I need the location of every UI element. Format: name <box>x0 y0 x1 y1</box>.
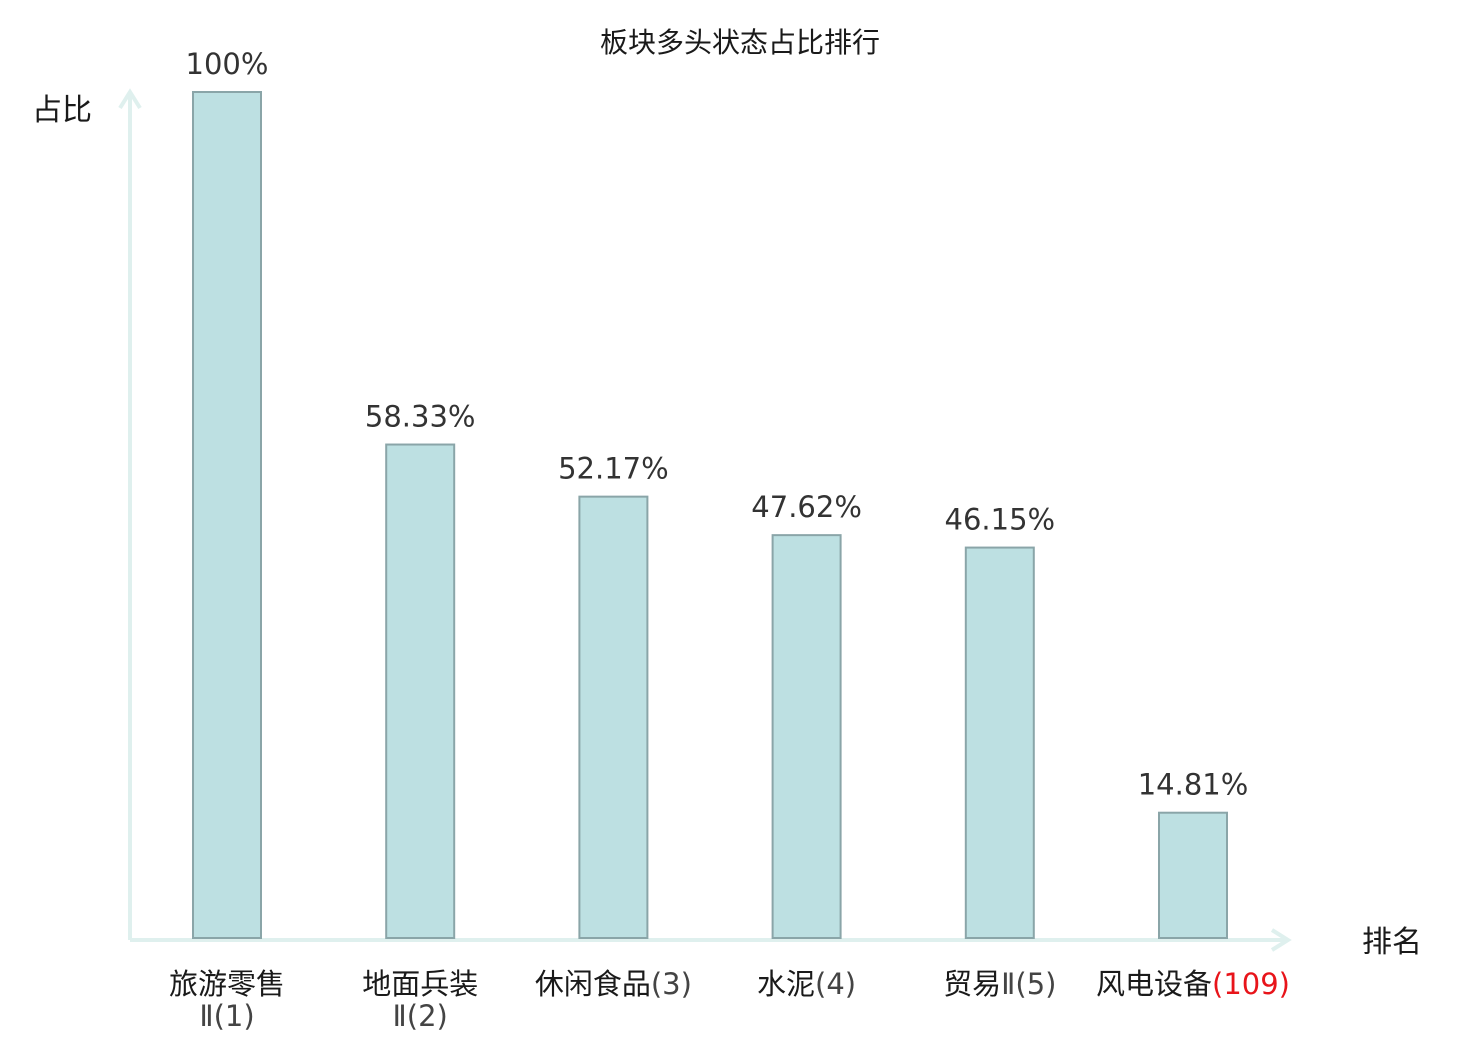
category-label: 地面兵装 Ⅱ(2) <box>362 967 478 1033</box>
bar <box>964 546 1035 939</box>
category-suffix: (109) <box>1212 967 1290 1001</box>
category-label: 风电设备(109) <box>1096 967 1290 1001</box>
value-label: 58.33% <box>365 400 476 434</box>
value-label: 14.81% <box>1138 768 1249 802</box>
bar <box>1158 811 1228 939</box>
category-label: 休闲食品(3) <box>535 967 692 1001</box>
category-suffix: (3) <box>651 967 692 1001</box>
category-name: 休闲食品 <box>535 967 651 1001</box>
category-label: 水泥(4) <box>757 967 856 1001</box>
bar <box>192 91 262 939</box>
bars-group <box>192 91 1228 940</box>
category-name: 旅游零售 <box>169 967 285 1001</box>
category-labels-group: 旅游零售 Ⅱ(1) 地面兵装 Ⅱ(2) 休闲食品(3) 水泥(4) 贸易Ⅱ(5) 风电设备(1… <box>169 967 1290 1033</box>
category-label: 贸易Ⅱ(5) <box>943 967 1056 1001</box>
category-suffix: Ⅱ(5) <box>1001 967 1056 1001</box>
category-name: 地面兵装 <box>362 967 478 1001</box>
category-suffix: Ⅱ(1) <box>199 999 254 1033</box>
value-label: 52.17% <box>558 452 669 486</box>
category-name: 贸易 <box>943 967 1001 1001</box>
category-name: 水泥 <box>757 967 815 1001</box>
category-suffix: Ⅱ(2) <box>393 999 448 1033</box>
category-suffix: (4) <box>815 967 856 1001</box>
category-label: 旅游零售 Ⅱ(1) <box>169 967 285 1033</box>
bar <box>578 495 649 939</box>
x-axis <box>130 928 1292 952</box>
chart-title: 板块多头状态占比排行 <box>600 26 880 59</box>
value-label: 47.62% <box>751 490 862 524</box>
y-axis-label: 占比 <box>32 93 92 128</box>
bar <box>771 534 842 940</box>
value-label: 100% <box>186 47 269 81</box>
value-label: 46.15% <box>945 503 1056 537</box>
value-labels-group: 100% 58.33% 52.17% 47.62% 46.15% 14.81% <box>186 47 1249 802</box>
x-axis-label: 排名 <box>1362 925 1422 960</box>
y-axis <box>118 88 142 940</box>
category-name: 风电设备 <box>1096 967 1212 1001</box>
bar <box>385 443 456 939</box>
